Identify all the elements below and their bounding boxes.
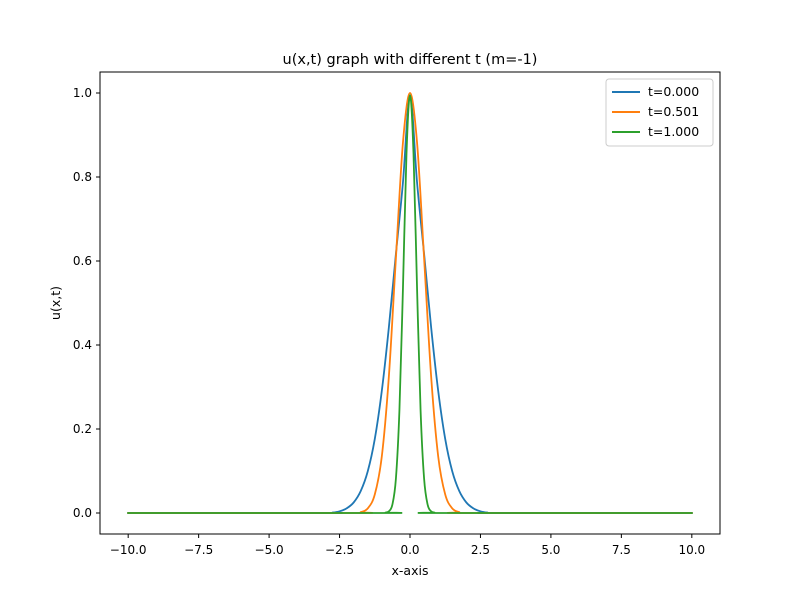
series-layer — [127, 92, 693, 514]
x-tick-label: 10.0 — [678, 543, 705, 557]
x-tick-label: −10.0 — [110, 543, 147, 557]
legend-label-3: t=1.000 — [648, 124, 699, 139]
y-tick-label: 1.0 — [73, 86, 92, 100]
x-tick-label: −7.5 — [184, 543, 213, 557]
chart-title: u(x,t) graph with different t (m=-1) — [283, 52, 538, 68]
legend-box — [605, 78, 714, 147]
y-tick-label: 0.0 — [73, 506, 92, 520]
y-tick-label: 0.8 — [73, 170, 92, 184]
x-axis-label: x-axis — [392, 563, 429, 578]
legend-label-1: t=0.000 — [648, 84, 699, 99]
y-axis-label: u(x,t) — [48, 286, 63, 320]
series-line-3 — [127, 94, 693, 514]
plot-area: −10.0 −7.5 −5.0 −2.5 0.0 2.5 5.0 7.5 10.0 0.0 0.2… — [73, 71, 721, 557]
x-tick-label: 0.0 — [400, 543, 419, 557]
x-tick-label: 5.0 — [541, 543, 560, 557]
y-axis-ticks: 0.0 0.2 0.4 0.6 0.8 1.0 — [73, 86, 100, 520]
x-tick-label: 7.5 — [612, 543, 631, 557]
legend-items: t=0.000 t=0.501 t=1.000 — [612, 84, 699, 139]
x-tick-label: −2.5 — [325, 543, 354, 557]
x-tick-label: −5.0 — [255, 543, 284, 557]
series-line-2 — [127, 92, 693, 514]
x-tick-label: 2.5 — [471, 543, 490, 557]
y-tick-label: 0.2 — [73, 422, 92, 436]
y-tick-label: 0.6 — [73, 254, 92, 268]
x-axis-ticks: −10.0 −7.5 −5.0 −2.5 0.0 2.5 5.0 7.5 10.0 — [110, 534, 705, 557]
y-tick-label: 0.4 — [73, 338, 92, 352]
legend-label-2: t=0.501 — [648, 104, 699, 119]
legend: t=0.000 t=0.501 t=1.000 — [605, 78, 714, 147]
